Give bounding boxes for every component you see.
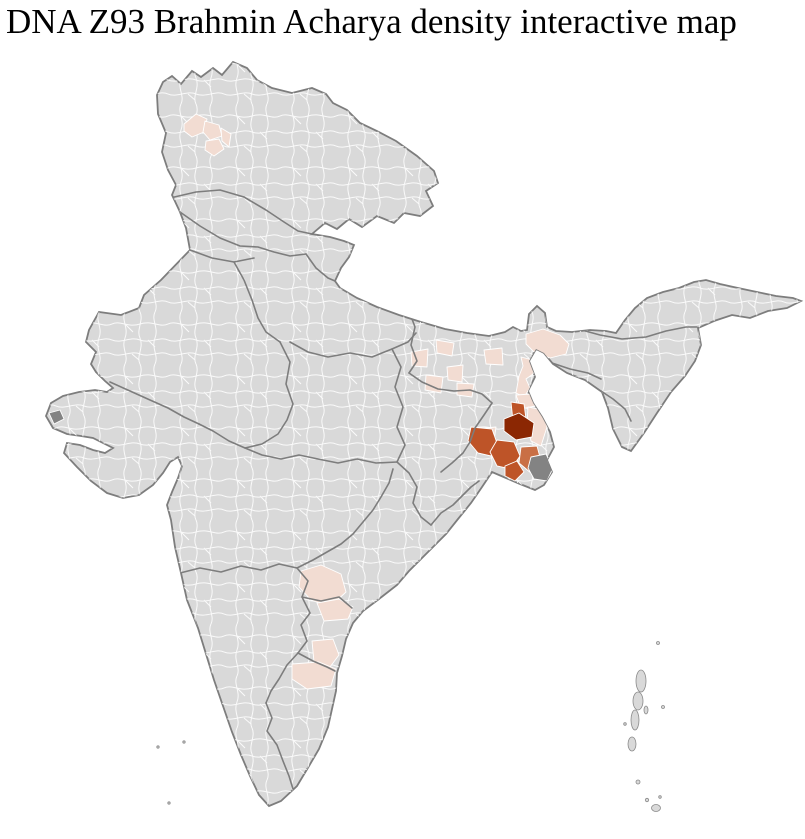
state-borders	[109, 189, 698, 790]
district-andhra-prakasam[interactable]	[311, 638, 340, 668]
district-howrah-south[interactable]	[504, 460, 525, 482]
andaman-nicobar-islands[interactable]	[623, 641, 665, 812]
district-bihar-e[interactable]	[483, 347, 504, 366]
district-bihar-c[interactable]	[446, 364, 464, 383]
district-bihar-a[interactable]	[435, 339, 455, 357]
district-kashmir-d[interactable]	[220, 127, 232, 148]
district-kashmir-b[interactable]	[202, 120, 223, 141]
district-andhra-krishna[interactable]	[316, 598, 354, 622]
district-kutch-islet[interactable]	[48, 409, 65, 425]
district-mesh	[46, 62, 801, 806]
district-andhra-nellore[interactable]	[291, 661, 337, 690]
india-landmass[interactable]	[40, 55, 805, 820]
district-kashmir-c[interactable]	[204, 138, 225, 157]
highlighted-districts	[183, 113, 570, 690]
lakshadweep-islands[interactable]	[156, 740, 186, 805]
page-title: DNA Z93 Brahmin Acharya density interact…	[6, 2, 737, 41]
district-birbhum-murshidabad-core[interactable]	[503, 412, 535, 441]
district-bardhaman-west[interactable]	[467, 426, 498, 457]
